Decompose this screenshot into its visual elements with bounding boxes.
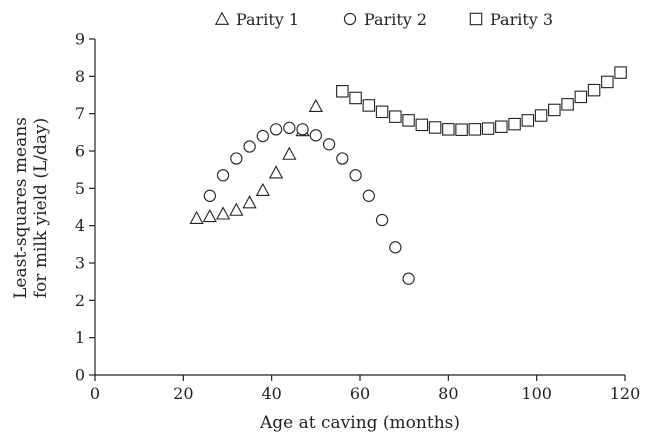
data-point-circle: [256, 129, 269, 143]
legend-marker-circle: [343, 12, 357, 26]
data-point-triangle: [308, 98, 323, 113]
data-point-triangle: [202, 208, 217, 223]
legend-label: Parity 3: [490, 10, 553, 29]
data-point-circle: [230, 152, 243, 165]
data-point-square: [561, 98, 574, 111]
y-tick-label: 8: [75, 67, 85, 86]
y-tick-label: 1: [75, 328, 85, 347]
data-point-square: [481, 122, 495, 135]
data-point-square: [375, 105, 389, 119]
data-point-square: [614, 66, 627, 79]
data-point-square: [442, 123, 455, 136]
y-tick-label: 4: [75, 216, 85, 235]
data-point-square: [428, 121, 442, 134]
data-point-square: [455, 123, 468, 136]
legend-label: Parity 2: [364, 10, 427, 29]
data-point-square: [468, 123, 482, 136]
legend-marker-square: [469, 12, 483, 26]
data-point-circle: [336, 152, 349, 165]
data-point-square: [495, 120, 508, 133]
data-point-circle: [402, 272, 415, 285]
data-point-square: [601, 75, 614, 89]
data-point-square: [415, 118, 429, 132]
data-point-triangle: [282, 146, 297, 160]
x-tick-label: 100: [521, 384, 552, 403]
y-tick-label: 6: [75, 142, 85, 161]
data-point-square: [521, 114, 535, 127]
x-tick-label: 20: [173, 384, 193, 403]
data-point-square: [548, 103, 561, 117]
axes: 0 1 2 3 4 5 6 7 8 9 0 20 40 60 80 100 120: [75, 30, 640, 404]
legend-item-1: Parity 1: [214, 10, 299, 29]
data-point-triangle: [255, 182, 270, 197]
data-point-square: [574, 90, 588, 104]
y-axis-title: Least-squares means for milk yield (L/da…: [11, 117, 51, 299]
x-tick-label: 120: [610, 384, 641, 403]
data-point-circle: [296, 123, 309, 136]
y-tick-label: 7: [75, 104, 85, 123]
y-tick-label: 3: [75, 254, 85, 273]
data-point-circle: [389, 241, 402, 254]
data-point-circle: [362, 189, 375, 202]
data-point-square: [362, 99, 376, 112]
data-point-triangle: [229, 202, 244, 216]
data-point-triangle: [268, 165, 284, 179]
x-tick-label: 60: [350, 384, 370, 403]
series-3: [336, 66, 627, 136]
data-point-square: [587, 83, 601, 97]
data-point-circle: [283, 121, 296, 135]
y-tick-label: 9: [75, 30, 85, 49]
data-point-square: [534, 109, 548, 122]
data-point-square: [349, 91, 362, 105]
data-point-circle: [269, 123, 283, 136]
y-axis-title-line2: for milk yield (L/day): [31, 118, 51, 298]
data-point-circle: [375, 213, 389, 227]
data-point-triangle: [242, 195, 257, 209]
data-point-triangle: [189, 210, 204, 225]
data-point-circle: [203, 189, 216, 202]
series-2: [203, 121, 415, 285]
data-point-square: [508, 117, 521, 131]
data-point-square: [389, 110, 402, 123]
y-axis-title-line1: Least-squares means: [11, 117, 31, 299]
legend-label: Parity 1: [236, 10, 299, 29]
y-tick-label: 5: [75, 179, 85, 198]
series-1: [189, 98, 323, 225]
legend-marker-triangle: [214, 11, 230, 25]
plot-area: [189, 66, 627, 285]
x-tick-label: 40: [261, 384, 281, 403]
legend-item-2: Parity 2: [343, 10, 427, 29]
data-point-triangle: [215, 206, 231, 220]
data-point-circle: [309, 129, 322, 142]
y-tick-label: 2: [75, 291, 85, 310]
x-tick-label: 80: [438, 384, 458, 403]
data-point-circle: [349, 169, 362, 182]
data-point-circle: [322, 138, 336, 151]
data-point-square: [402, 114, 415, 127]
y-tick-label: 0: [75, 366, 85, 385]
data-point-circle: [243, 140, 256, 153]
data-point-square: [336, 85, 349, 98]
data-point-circle: [216, 169, 230, 182]
legend: Parity 1 Parity 2 Parity 3: [214, 10, 553, 29]
x-axis-title: Age at caving (months): [259, 413, 460, 432]
x-tick-label: 0: [90, 384, 100, 403]
legend-item-3: Parity 3: [469, 10, 553, 29]
